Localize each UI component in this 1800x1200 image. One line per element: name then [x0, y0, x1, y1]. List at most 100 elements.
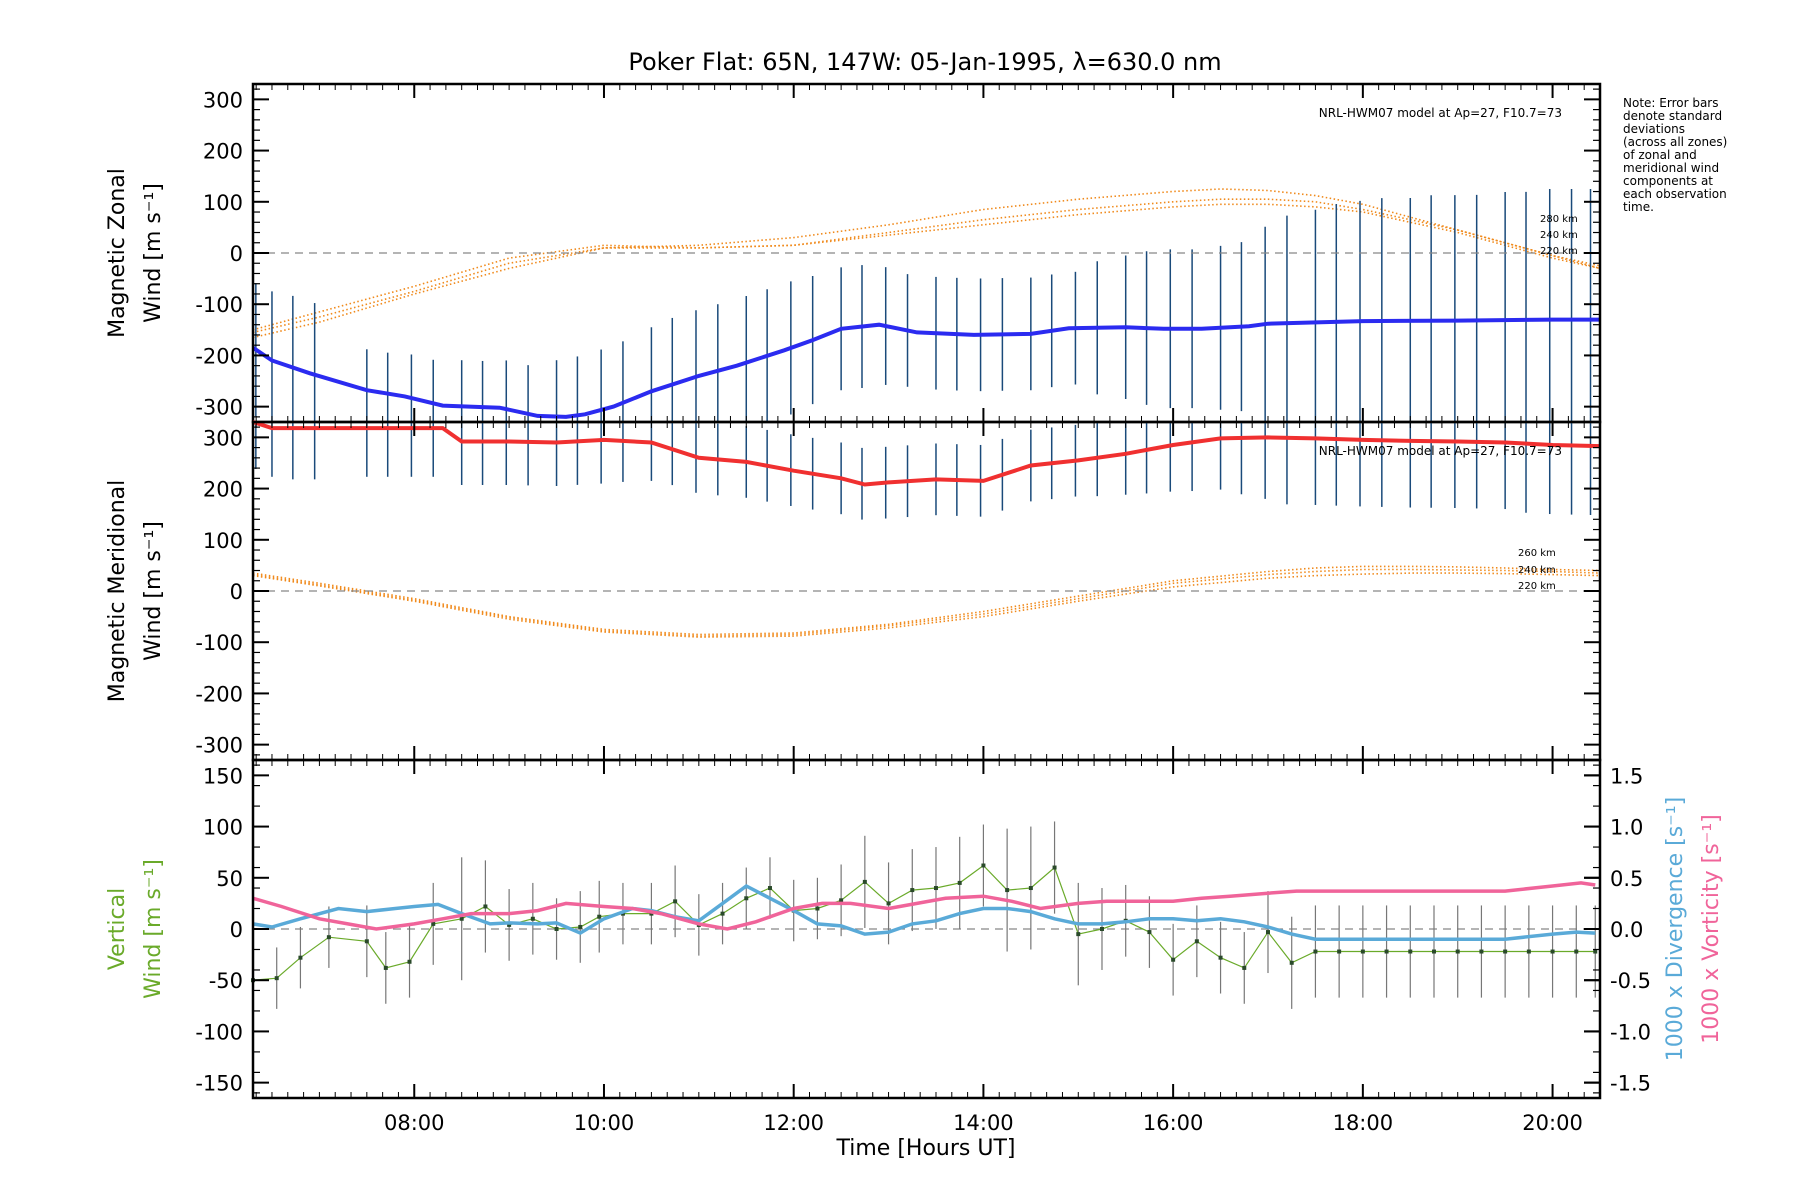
x-tick-label: 12:00	[763, 1111, 824, 1135]
vertical-wind-point	[554, 927, 559, 931]
y-tick-label: 300	[203, 88, 243, 112]
vertical-wind-point	[1289, 960, 1294, 965]
vertical-wind-point	[1550, 949, 1555, 954]
y-tick-label: -100	[195, 293, 243, 317]
vertical-wind-point	[1242, 965, 1247, 970]
y-tick-label: 200	[203, 478, 243, 502]
vertical-panel: 150 100 50 0 -50 -100 -150 1.5 1.0 0.5 0.0 -0.5 -1.0…	[105, 758, 1724, 1161]
y-tick-label: -100	[195, 1020, 243, 1044]
vorticity-line	[252, 881, 1596, 931]
y-tick-label: 0	[230, 580, 243, 604]
zonal-wind-line	[251, 317, 1600, 419]
vertical-wind-point	[383, 965, 388, 970]
y-tick-label: 100	[203, 191, 243, 215]
note-line: denote standard	[1623, 109, 1722, 123]
zonal-model-label: NRL-HWM07 model at Ap=27, F10.7=73	[1319, 106, 1562, 120]
vorticity-ylabel: 1000 x Vorticity [s⁻¹]	[1699, 814, 1724, 1044]
y-tick-label: 50	[216, 867, 243, 891]
vertical-wind-point	[815, 906, 820, 911]
vertical-wind-point	[1384, 949, 1389, 954]
vertical-wind-point	[1593, 949, 1598, 954]
vertical-wind-point	[910, 888, 915, 893]
zonal-model-curves	[252, 188, 1601, 339]
note-text: Note: Error bars denote standard deviati…	[1623, 96, 1727, 214]
y-tick-label: -50	[209, 969, 243, 993]
vertical-wind-point	[407, 959, 412, 964]
y-tick-label: 100	[203, 816, 243, 840]
x-axis-label: Time [Hours UT]	[836, 1136, 1016, 1161]
zonal-model-alt-label: 280 km	[1540, 214, 1578, 225]
y2-tick-label: 0.5	[1610, 867, 1643, 891]
y-tick-label: 100	[203, 529, 243, 553]
meridional-model-alt-label: 260 km	[1518, 548, 1556, 559]
vertical-ylabel: Wind [m s⁻¹]	[141, 859, 166, 999]
vertical-wind-point	[886, 901, 891, 906]
vertical-wind-point	[933, 886, 938, 891]
vertical-wind-point	[431, 921, 436, 926]
y-tick-label: 0	[230, 918, 243, 942]
vertical-wind-point	[530, 916, 535, 921]
vertical-wind-point	[298, 955, 303, 960]
divergence-ylabel: 1000 x Divergence [s⁻¹]	[1663, 797, 1688, 1061]
vertical-wind-point	[1455, 949, 1460, 954]
vertical-wind-point	[459, 916, 464, 921]
note-line: Note: Error bars	[1623, 96, 1718, 110]
vertical-wind-point	[1360, 949, 1365, 954]
vertical-wind-point	[1076, 932, 1081, 937]
vertical-wind-point	[981, 863, 986, 868]
zonal-ylabel: Wind [m s⁻¹]	[141, 183, 166, 323]
meridional-model-label: NRL-HWM07 model at Ap=27, F10.7=73	[1319, 444, 1562, 458]
y2-tick-label: -1.0	[1610, 1020, 1651, 1044]
y-tick-label: -300	[195, 396, 243, 420]
vertical-wind-point	[274, 976, 279, 981]
y-tick-label: -100	[195, 631, 243, 655]
vertical-wind-point	[1147, 930, 1152, 935]
x-tick-label: 18:00	[1333, 1111, 1394, 1135]
note-line: deviations	[1623, 122, 1685, 136]
meridional-model-alt-label: 240 km	[1518, 565, 1556, 576]
meridional-ylabel: Magnetic Meridional	[105, 480, 130, 702]
note-line: time.	[1623, 200, 1654, 214]
vertical-wind-points	[251, 863, 1598, 983]
figure-title: Poker Flat: 65N, 147W: 05-Jan-1995, λ=63…	[628, 48, 1221, 76]
vertical-wind-point	[1503, 949, 1508, 954]
model-curve	[252, 568, 1601, 637]
vertical-wind-point	[1099, 927, 1104, 931]
vertical-wind-point	[839, 898, 844, 903]
note-line: each observation	[1623, 187, 1727, 201]
vertical-wind-point	[744, 896, 749, 901]
vertical-wind-point	[507, 922, 512, 927]
vertical-wind-point	[1028, 886, 1033, 891]
meridional-model-curves	[252, 565, 1601, 638]
vertical-wind-point	[1408, 949, 1413, 954]
vertical-wind-point	[1574, 949, 1579, 954]
vertical-wind-point	[1431, 949, 1436, 954]
y2-tick-label: -1.5	[1610, 1072, 1651, 1096]
zonal-model-alt-label: 240 km	[1540, 230, 1578, 241]
note-line: components at	[1623, 174, 1713, 188]
vertical-wind-point	[1194, 939, 1199, 944]
model-curve	[252, 572, 1601, 638]
note-line: meridional wind	[1623, 161, 1719, 175]
model-curve	[252, 198, 1601, 334]
model-curve	[252, 565, 1601, 636]
y-tick-label: -150	[195, 1072, 243, 1096]
vertical-wind-point	[597, 914, 602, 919]
y-tick-label: 0	[230, 242, 243, 266]
vertical-wind-point	[1526, 949, 1531, 954]
x-tick-label: 14:00	[953, 1111, 1014, 1135]
vertical-wind-point	[957, 880, 962, 885]
y-tick-label: -200	[195, 344, 243, 368]
y-tick-label: -300	[195, 734, 243, 758]
vertical-wind-point	[767, 886, 772, 891]
y-tick-label: 150	[203, 764, 243, 788]
vertical-ticks: 150 100 50 0 -50 -100 -150 1.5 1.0 0.5 0.0 -0.5 -1.0…	[195, 760, 1651, 1135]
divergence-line	[252, 883, 1596, 941]
y2-tick-label: -0.5	[1610, 969, 1651, 993]
meridional-ylabel: Wind [m s⁻¹]	[141, 521, 166, 661]
y2-tick-label: 0.0	[1610, 918, 1643, 942]
vertical-wind-point	[1052, 865, 1057, 870]
meridional-error-bars	[255, 422, 1592, 520]
